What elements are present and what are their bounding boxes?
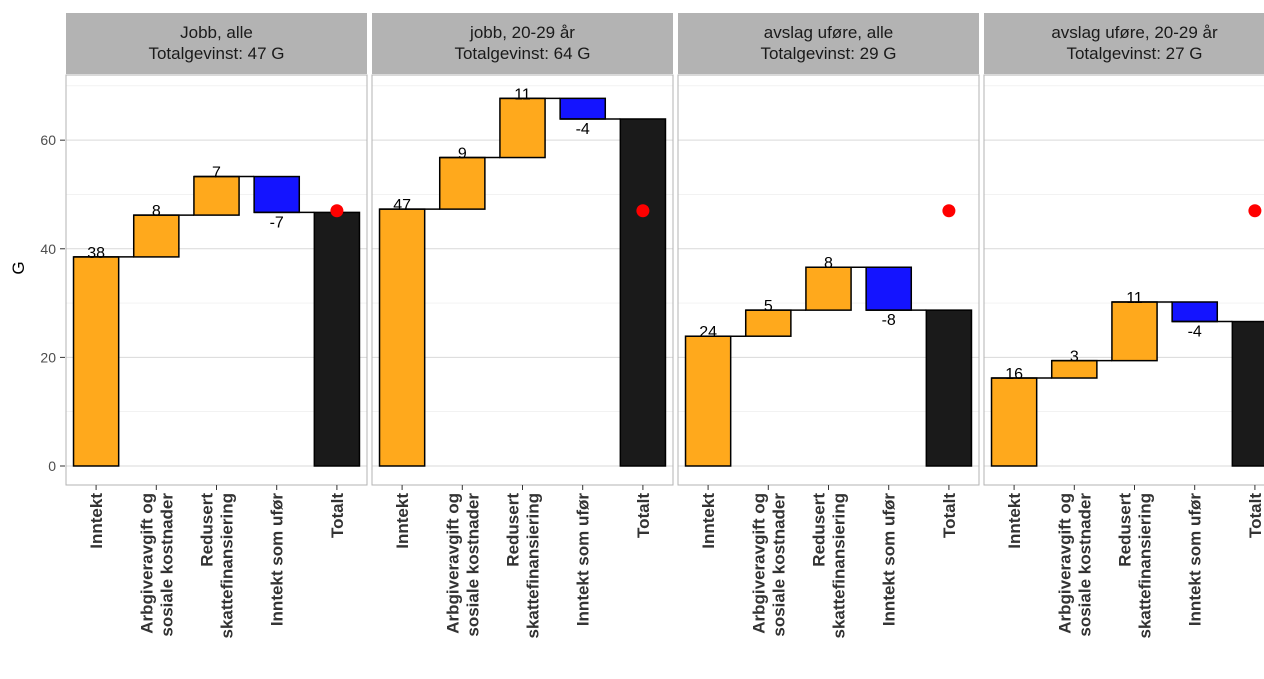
data-label: 9 xyxy=(458,146,467,163)
data-label: -4 xyxy=(1188,324,1202,341)
panel-title-line: Totalgevinst: 27 G xyxy=(1066,44,1202,63)
data-label: 3 xyxy=(1070,349,1079,366)
panel-title-line: Totalgevinst: 29 G xyxy=(760,44,896,63)
x-category-label: Totalt xyxy=(634,493,653,538)
data-label: 47 xyxy=(393,197,411,214)
y-axis: 0 20 40 60 xyxy=(40,132,65,474)
panel-2: jobb, 20-29 år Totalgevinst: 64 G 47 9 11 -4 I… xyxy=(371,13,674,639)
reference-point xyxy=(942,204,956,218)
x-category-label: Redusert xyxy=(1116,493,1135,567)
x-category-label: Inntekt som ufør xyxy=(268,493,287,627)
decrease-bar xyxy=(1171,301,1219,323)
panel-title-line: avslag uføre, alle xyxy=(764,23,893,42)
x-category-label: Redusert xyxy=(810,493,829,567)
x-category-label: Arbgiveravgift og xyxy=(443,493,462,634)
panel-title-line: Totalgevinst: 64 G xyxy=(454,44,590,63)
decrease-bar xyxy=(559,97,607,120)
reference-point xyxy=(1248,204,1262,218)
x-category-label: sosiale kostnader xyxy=(769,493,788,637)
panel-4: avslag uføre, 20-29 år Totalgevinst: 27 G… xyxy=(983,13,1264,639)
total-bar xyxy=(619,118,667,467)
x-category-label: Inntekt som ufør xyxy=(574,493,593,627)
increase-bar xyxy=(990,377,1038,467)
x-category-label: Inntekt som ufør xyxy=(1186,493,1205,627)
x-category-label: Arbgiveravgift og xyxy=(1055,493,1074,634)
x-category-label: Arbgiveravgift og xyxy=(137,493,156,634)
y-tick-label: 20 xyxy=(40,349,56,365)
reference-point xyxy=(636,204,650,218)
panel-strip xyxy=(372,13,673,74)
increase-bar xyxy=(684,335,732,467)
x-category-label: Inntekt xyxy=(699,493,718,549)
x-category-label: skattefinansiering xyxy=(1136,493,1155,639)
x-category-label: skattefinansiering xyxy=(218,493,237,639)
x-category-label: sosiale kostnader xyxy=(463,493,482,637)
panel-strip xyxy=(678,13,979,74)
increase-bar xyxy=(438,156,486,210)
total-bar xyxy=(925,309,973,467)
decrease-bar xyxy=(253,175,301,214)
data-label: 8 xyxy=(152,203,161,220)
data-label: -4 xyxy=(576,121,590,138)
panel-strip xyxy=(66,13,367,74)
data-label: 8 xyxy=(824,255,833,272)
data-label: 11 xyxy=(1126,290,1143,307)
data-label: 38 xyxy=(87,245,105,262)
increase-bar xyxy=(744,309,792,337)
panel-strip xyxy=(984,13,1264,74)
increase-bar xyxy=(499,97,546,159)
panel-1: Jobb, alle Totalgevinst: 47 G 38 8 7 -7 Inntek… xyxy=(65,13,368,639)
panel-3: avslag uføre, alle Totalgevinst: 29 G 24 5 8… xyxy=(677,13,980,639)
increase-bar xyxy=(1111,301,1158,362)
x-category-label: Totalt xyxy=(940,493,959,538)
increase-bar xyxy=(132,214,180,258)
data-label: 11 xyxy=(514,86,531,103)
panel-title-line: jobb, 20-29 år xyxy=(469,23,575,42)
data-label: 24 xyxy=(699,324,717,341)
x-category-label: Totalt xyxy=(328,493,347,538)
increase-bar xyxy=(193,175,240,216)
data-label: 7 xyxy=(212,165,221,182)
y-tick-label: 40 xyxy=(40,241,56,257)
data-label: -7 xyxy=(270,214,284,231)
panel-title-line: avslag uføre, 20-29 år xyxy=(1051,23,1218,42)
x-category-label: Totalt xyxy=(1246,493,1264,538)
x-category-label: Inntekt som ufør xyxy=(880,493,899,627)
x-category-label: Inntekt xyxy=(1005,493,1024,549)
increase-bar xyxy=(72,256,120,467)
total-bar xyxy=(1231,320,1264,467)
y-tick-label: 0 xyxy=(48,458,56,474)
data-label: 16 xyxy=(1005,366,1023,383)
x-category-label: sosiale kostnader xyxy=(157,493,176,637)
x-category-label: Arbgiveravgift og xyxy=(749,493,768,634)
increase-bar xyxy=(805,266,852,311)
data-label: 5 xyxy=(764,298,773,315)
panel-title-line: Totalgevinst: 47 G xyxy=(148,44,284,63)
data-label: -8 xyxy=(882,312,896,329)
total-bar xyxy=(313,211,361,467)
increase-bar xyxy=(378,208,426,467)
x-category-label: Inntekt xyxy=(393,493,412,549)
reference-point xyxy=(330,204,344,218)
x-category-label: Inntekt xyxy=(87,493,106,549)
decrease-bar xyxy=(865,266,913,311)
y-axis-title: G xyxy=(9,261,28,274)
x-category-label: Redusert xyxy=(504,493,523,567)
x-category-label: Redusert xyxy=(198,493,217,567)
x-category-label: sosiale kostnader xyxy=(1075,493,1094,637)
x-category-label: skattefinansiering xyxy=(524,493,543,639)
x-category-label: skattefinansiering xyxy=(830,493,849,639)
y-tick-label: 60 xyxy=(40,132,56,148)
panel-title-line: Jobb, alle xyxy=(180,23,253,42)
